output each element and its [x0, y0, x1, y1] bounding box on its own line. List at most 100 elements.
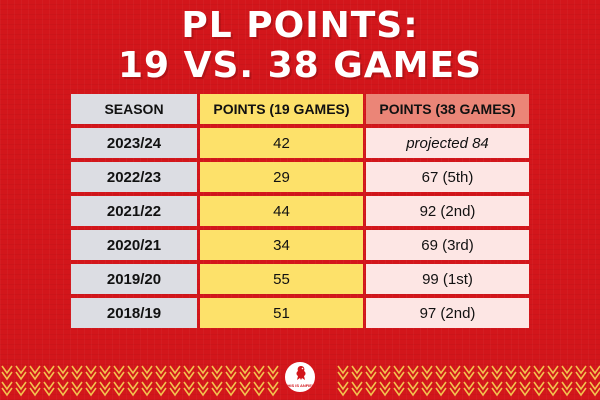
chevron-mark: [561, 387, 573, 397]
chevron-mark: [253, 365, 265, 375]
points-38-cell: projected 84: [366, 128, 529, 158]
chevron-mark: [211, 387, 223, 397]
chevron-mark: [337, 365, 349, 375]
chevron-mark: [239, 387, 251, 397]
chevron-mark: [505, 381, 517, 391]
chevron-mark: [29, 387, 41, 397]
chevron-mark: [253, 387, 265, 397]
chevron-mark: [211, 371, 223, 381]
chevron-mark: [127, 371, 139, 381]
chevron-pattern: [1, 365, 600, 397]
points-38-cell: 67 (5th): [366, 162, 529, 192]
chevron-mark: [435, 371, 447, 381]
chevron-mark: [141, 371, 153, 381]
chevron-mark: [407, 387, 419, 397]
chevron-mark: [239, 371, 251, 381]
title-line-1: PL POINTS:: [181, 5, 419, 46]
chevron-mark: [183, 365, 195, 375]
chevron-mark: [267, 365, 279, 375]
chevron-mark: [547, 365, 559, 375]
chevron-mark: [197, 365, 209, 375]
chevron-mark: [99, 381, 111, 391]
chevron-mark: [393, 387, 405, 397]
chevron-mark: [169, 381, 181, 391]
chevron-mark: [505, 387, 517, 397]
chevron-mark: [211, 381, 223, 391]
chevron-mark: [29, 371, 41, 381]
chevron-mark: [169, 371, 181, 381]
logo: THIS IS ANFIELD: [283, 360, 317, 394]
chevron-mark: [575, 387, 587, 397]
chevron-mark: [379, 365, 391, 375]
chevron-mark: [15, 387, 27, 397]
chevron-mark: [1, 381, 13, 391]
points-19-cell: 34: [200, 230, 363, 260]
chevron-mark: [169, 387, 181, 397]
chevron-mark: [393, 371, 405, 381]
chevron-mark: [267, 381, 279, 391]
table-row: 2021/22 44 92 (2nd): [71, 196, 529, 226]
chevron-mark: [113, 371, 125, 381]
chevron-mark: [113, 387, 125, 397]
points-38-cell: 97 (2nd): [366, 298, 529, 328]
chevron-mark: [561, 371, 573, 381]
chevron-mark: [337, 371, 349, 381]
chevron-mark: [183, 371, 195, 381]
chevron-mark: [589, 381, 600, 391]
chevron-mark: [533, 371, 545, 381]
table-row: 2022/23 29 67 (5th): [71, 162, 529, 192]
chevron-mark: [183, 387, 195, 397]
chevron-mark: [141, 381, 153, 391]
chevron-mark: [449, 365, 461, 375]
chevron-mark: [365, 387, 377, 397]
chevron-mark: [575, 381, 587, 391]
chevron-mark: [43, 381, 55, 391]
chevron-mark: [463, 371, 475, 381]
chevron-mark: [547, 371, 559, 381]
chevron-mark: [575, 365, 587, 375]
chevron-mark: [547, 387, 559, 397]
title-line-2: 19 VS. 38 GAMES: [117, 45, 482, 86]
chevron-mark: [85, 387, 97, 397]
table-row: 2020/21 34 69 (3rd): [71, 230, 529, 260]
chevron-mark: [337, 381, 349, 391]
chevron-mark: [491, 381, 503, 391]
season-cell: 2020/21: [71, 230, 197, 260]
chevron-mark: [477, 365, 489, 375]
chevron-mark: [225, 387, 237, 397]
points-19-cell: 51: [200, 298, 363, 328]
chevron-mark: [351, 365, 363, 375]
chevron-mark: [197, 387, 209, 397]
chevron-mark: [29, 381, 41, 391]
chevron-mark: [533, 365, 545, 375]
chevron-mark: [505, 371, 517, 381]
points-table: SEASON POINTS (19 GAMES) POINTS (38 GAME…: [68, 90, 532, 332]
chevron-mark: [519, 381, 531, 391]
chevron-mark: [337, 387, 349, 397]
chevron-mark: [519, 371, 531, 381]
points-19-cell: 55: [200, 264, 363, 294]
chevron-mark: [477, 387, 489, 397]
chevron-mark: [449, 381, 461, 391]
chevron-mark: [57, 365, 69, 375]
chevron-mark: [141, 365, 153, 375]
chevron-mark: [253, 381, 265, 391]
chevron-mark: [463, 365, 475, 375]
points-38-cell: 99 (1st): [366, 264, 529, 294]
chevron-mark: [379, 387, 391, 397]
chevron-mark: [505, 365, 517, 375]
chevron-mark: [99, 387, 111, 397]
season-cell: 2023/24: [71, 128, 197, 158]
chevron-mark: [85, 381, 97, 391]
chevron-mark: [57, 371, 69, 381]
chevron-mark: [267, 371, 279, 381]
chevron-mark: [155, 371, 167, 381]
chevron-mark: [365, 381, 377, 391]
chevron-mark: [267, 387, 279, 397]
chevron-mark: [15, 381, 27, 391]
chevron-mark: [421, 365, 433, 375]
chevron-mark: [435, 381, 447, 391]
chevron-mark: [393, 365, 405, 375]
chevron-mark: [449, 371, 461, 381]
season-cell: 2019/20: [71, 264, 197, 294]
